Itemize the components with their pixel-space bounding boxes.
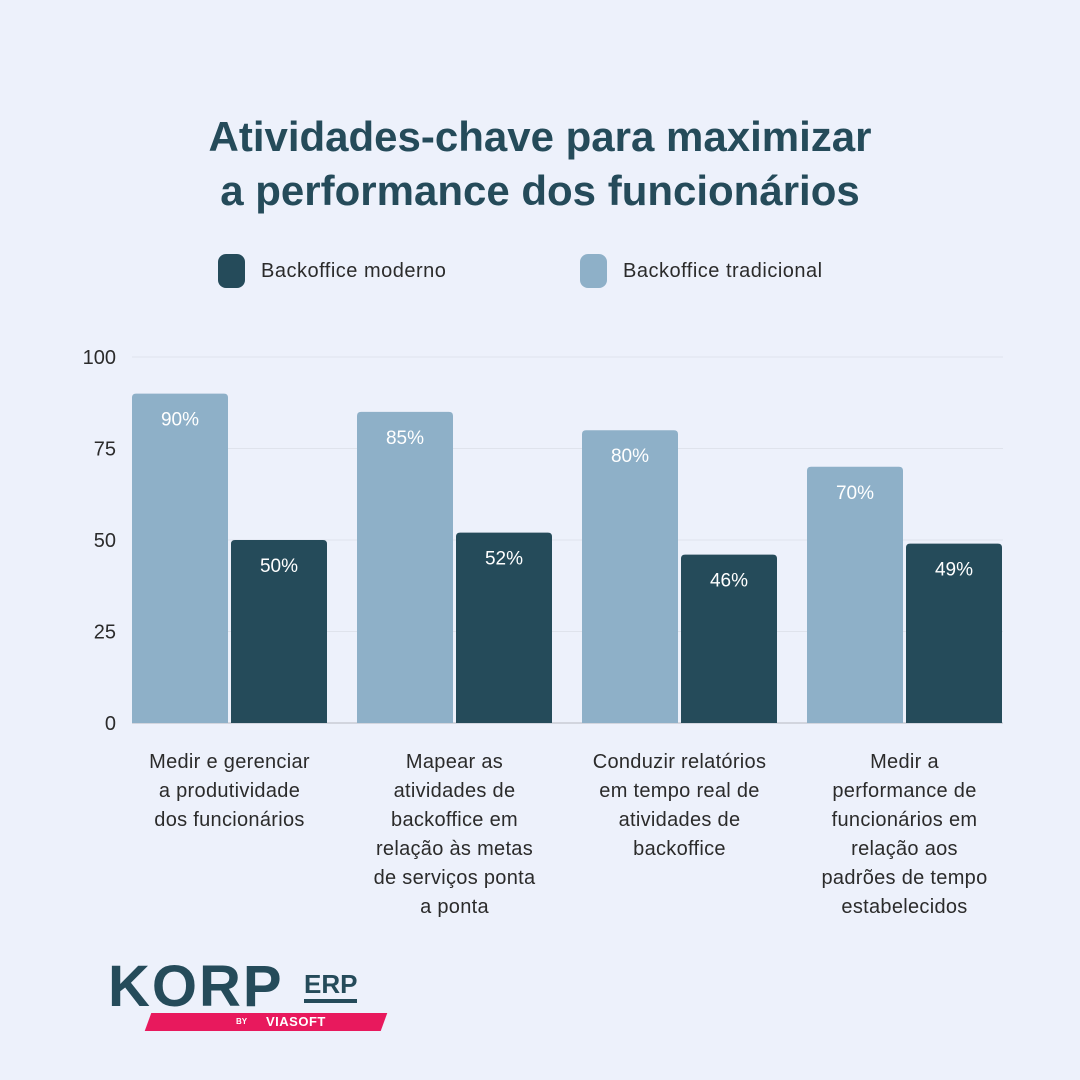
data-label-tradicional-3: 80% — [611, 446, 649, 467]
legend-swatch-moderno — [218, 254, 245, 288]
data-label-moderno-4: 49% — [935, 560, 973, 581]
data-label-moderno-3: 46% — [710, 571, 748, 592]
legend-label-tradicional: Backoffice tradicional — [623, 259, 823, 282]
bar-tradicional-2 — [357, 411, 453, 723]
logo-by-text: BY — [236, 1017, 248, 1026]
category-label-3: Conduzir relatórios em tempo real de ativi… — [580, 748, 780, 864]
logo-korp-text: KORP — [108, 954, 284, 1019]
chart-title: Atividades-chave para maximizar a perfor… — [0, 110, 1080, 218]
data-label-tradicional-2: 85% — [386, 428, 424, 449]
bar-moderno-4 — [906, 543, 1002, 723]
category-label-3-line-4: backoffice — [633, 838, 726, 860]
category-label-1: Medir e gerenciar a produtividade dos func… — [130, 748, 330, 835]
category-label-2-line-1: Mapear as — [405, 751, 504, 773]
category-label-2-line-2: atividades de — [393, 780, 516, 802]
category-label-2-line-4: relação às metas — [375, 838, 534, 860]
category-label-2: Mapear as atividades de backoffice em relaç… — [355, 748, 555, 922]
category-label-4-line-2: performance de — [832, 780, 977, 802]
category-label-1-line-2: a produtividade — [158, 780, 301, 802]
category-label-4-line-6: estabelecidos — [841, 896, 968, 918]
category-label-4-line-4: relação aos — [851, 838, 958, 860]
y-tick-label-75: 75 — [94, 439, 116, 461]
logo-erp-text: ERP — [304, 969, 358, 1003]
logo-viasoft-text: VIASOFT — [266, 1014, 326, 1029]
data-label-moderno-2: 52% — [485, 549, 523, 570]
legend-item-tradicional: Backoffice tradicional — [580, 254, 823, 288]
data-label-moderno-1: 50% — [260, 556, 298, 577]
category-label-4: Medir a performance de funcionários em rela… — [805, 748, 1005, 922]
category-label-1-line-3: dos funcionários — [154, 809, 305, 831]
y-tick-label-50: 50 — [94, 530, 116, 552]
category-label-4-line-3: funcionários em — [831, 809, 978, 831]
y-tick-label-25: 25 — [94, 622, 116, 644]
data-label-tradicional-4: 70% — [836, 483, 874, 504]
bar-moderno-1 — [231, 540, 327, 723]
category-label-2-line-3: backoffice em — [391, 809, 518, 831]
category-label-4-line-5: padrões de tempo — [821, 867, 988, 889]
category-label-3-line-1: Conduzir relatórios — [592, 751, 767, 773]
bar-moderno-3 — [681, 554, 777, 723]
legend-label-moderno: Backoffice moderno — [261, 259, 447, 282]
category-label-2-line-6: a ponta — [420, 896, 489, 918]
korp-erp-logo: KORP ERP BY VIASOFT — [108, 955, 388, 1035]
bar-tradicional-1 — [132, 393, 228, 723]
category-label-4-line-1: Medir a — [870, 751, 939, 773]
legend-swatch-tradicional — [580, 254, 607, 288]
legend-item-moderno: Backoffice moderno — [218, 254, 446, 288]
category-label-3-line-3: atividades de — [618, 809, 741, 831]
category-label-3-line-2: em tempo real de — [599, 780, 760, 802]
category-label-2-line-5: de serviços ponta — [373, 867, 536, 889]
category-label-1-line-1: Medir e gerenciar — [149, 751, 310, 773]
bar-tradicional-3 — [582, 430, 678, 723]
data-label-tradicional-1: 90% — [161, 410, 199, 431]
bar-tradicional-4 — [807, 466, 903, 723]
y-tick-label-100: 100 — [83, 347, 116, 369]
chart-title-line-2: a performance dos funcionários — [220, 167, 860, 214]
y-tick-label-0: 0 — [105, 713, 116, 735]
bar-moderno-2 — [456, 532, 552, 723]
chart-title-line-1: Atividades-chave para maximizar — [208, 113, 872, 160]
